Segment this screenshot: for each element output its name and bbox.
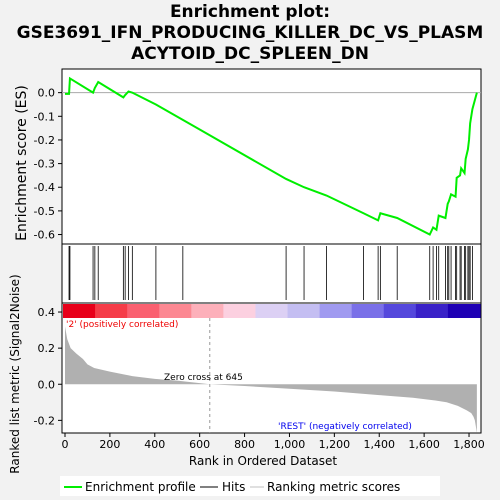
es-y-axis: 0.0 -0.1 -0.2 -0.3 -0.4 -0.5 -0.6 (34, 87, 62, 242)
title-line-2: GSE3691_IFN_PRODUCING_KILLER_DC_VS_PLASM (16, 23, 484, 43)
legend: Enrichment profile Hits Ranking metric s… (60, 476, 440, 496)
metric-y-axis-label: Ranked list metric (Signal2Noise) (8, 274, 22, 473)
legend-hits-label: Hits (222, 480, 245, 494)
es-y-tick-label: -0.2 (34, 134, 55, 147)
heat-segment (351, 304, 385, 318)
es-y-axis-label: Enrichment score (ES) (14, 85, 30, 241)
x-tick-label: 1,800 (453, 438, 485, 451)
es-y-tick-label: -0.4 (34, 181, 55, 194)
metric-y-tick-label: -0.2 (34, 414, 55, 427)
neg-correlated-label: 'REST' (negatively correlated) (278, 422, 412, 432)
ranking-metric-area (65, 318, 477, 433)
heat-segment (255, 304, 289, 318)
x-tick-label: 400 (144, 438, 165, 451)
heat-segment (63, 304, 96, 318)
heat-segment (95, 304, 128, 318)
title-line-1: Enrichment plot: (169, 2, 331, 22)
metric-panel-frame (61, 302, 482, 434)
x-axis: 0 200 400 600 800 1,000 1,200 1,400 1,600 1,800 (62, 433, 485, 451)
metric-y-axis: 0.4 0.2 0.0 -0.2 (34, 306, 62, 427)
heat-segment (127, 304, 160, 318)
pos-correlated-label: '2' (positively correlated) (66, 320, 178, 330)
heat-segment (383, 304, 417, 318)
hit-markers (68, 246, 473, 300)
x-tick-label: 200 (99, 438, 120, 451)
heat-segment (415, 304, 449, 318)
legend-metric-label: Ranking metric scores (267, 480, 400, 494)
legend-box (60, 476, 440, 496)
metric-y-tick-label: 0.4 (38, 306, 56, 319)
x-tick-label: 1,400 (363, 438, 395, 451)
metric-area-fill (65, 326, 477, 433)
heat-segment (223, 304, 257, 318)
metric-y-tick-label: 0.2 (38, 342, 56, 355)
enrichment-profile-line (65, 76, 478, 236)
title-line-3: ACYTOID_DC_SPLEEN_DN (131, 44, 369, 64)
x-tick-label: 800 (234, 438, 255, 451)
es-y-tick-label: -0.5 (34, 205, 55, 218)
es-y-tick-label: -0.6 (34, 229, 55, 242)
x-tick-label: 600 (189, 438, 210, 451)
metric-y-tick-label: 0.0 (38, 378, 56, 391)
x-axis-label: Rank in Ordered Dataset (189, 454, 337, 468)
es-panel-frame (61, 68, 482, 245)
heat-segment (287, 304, 321, 318)
es-y-tick-label: 0.0 (38, 87, 56, 100)
es-y-tick-label: -0.3 (34, 158, 55, 171)
x-tick-label: 0 (62, 438, 69, 451)
enrichment-profile-path (65, 76, 478, 236)
heat-segment (159, 304, 192, 318)
zero-cross-label: Zero cross at 645 (164, 373, 243, 383)
heat-segment (319, 304, 353, 318)
chart-title: Enrichment plot: GSE3691_IFN_PRODUCING_K… (0, 2, 500, 65)
legend-enrichment-label: Enrichment profile (85, 480, 196, 494)
x-tick-label: 1,000 (274, 438, 306, 451)
heat-segment (447, 304, 481, 318)
ranked-heatmap-bar (63, 304, 481, 318)
x-tick-label: 1,600 (408, 438, 440, 451)
x-tick-label: 1,200 (319, 438, 351, 451)
heat-segment (191, 304, 224, 318)
es-y-tick-label: -0.1 (34, 110, 55, 123)
